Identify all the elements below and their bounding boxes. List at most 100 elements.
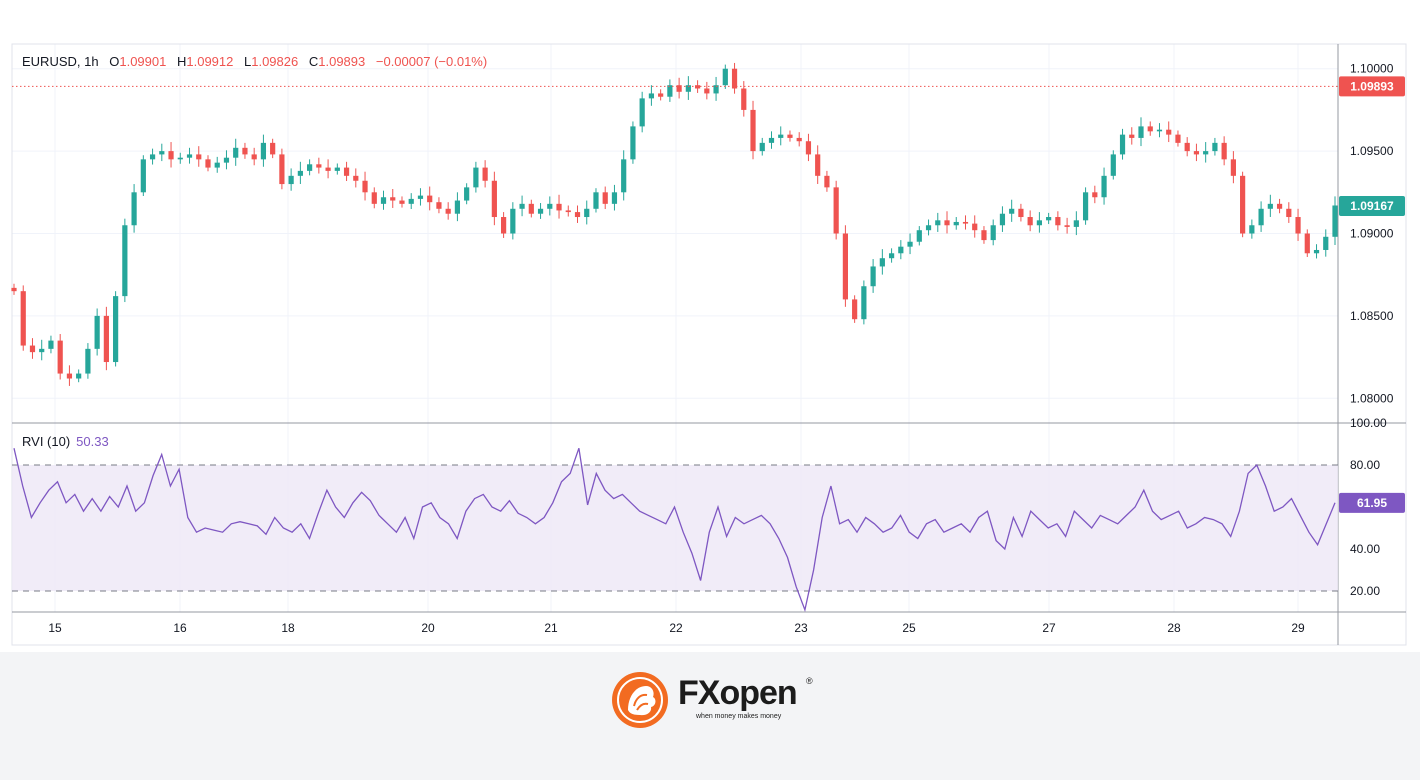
candle-body <box>270 142 276 155</box>
candle-body <box>1249 225 1255 234</box>
candle <box>103 306 109 371</box>
candle <box>713 76 719 101</box>
candle <box>113 291 119 367</box>
candle-body <box>196 154 202 160</box>
legend-high-label: H <box>176 54 187 69</box>
candle-body <box>1129 134 1135 138</box>
price-tick-label: 1.08000 <box>1350 391 1394 405</box>
candle <box>353 168 359 188</box>
legend-change: −0.00007 (−0.01%) <box>375 54 488 69</box>
candle-body <box>168 151 174 160</box>
candle-body <box>279 154 285 185</box>
candle-body <box>1138 126 1144 138</box>
candle-body <box>537 208 544 214</box>
candle-body <box>907 241 913 247</box>
candle <box>898 240 904 260</box>
candle <box>1036 212 1042 233</box>
candle-body <box>1073 220 1079 227</box>
candle-body <box>307 164 313 171</box>
candle <box>944 211 950 234</box>
candle <box>57 334 63 380</box>
candle-body <box>371 192 377 204</box>
candle-body <box>1055 217 1061 226</box>
candle-body <box>676 85 682 92</box>
candle-body <box>233 147 239 158</box>
price-tick-label: 1.09500 <box>1350 144 1394 158</box>
candle <box>205 155 211 172</box>
candle-body <box>621 159 627 193</box>
close-price-badge: 1.09893 <box>1339 76 1405 97</box>
candle-body <box>454 200 461 214</box>
candle-body <box>925 225 932 231</box>
candle-body <box>528 203 534 214</box>
candle-body <box>1304 233 1310 254</box>
legend-open-label: O <box>109 54 120 69</box>
candle <box>464 183 470 205</box>
candle-body <box>1147 126 1153 132</box>
candle <box>685 76 691 100</box>
close-price-badge-bg <box>1339 76 1405 97</box>
candle-body <box>343 167 350 176</box>
candle <box>1156 123 1163 138</box>
candle <box>658 89 664 101</box>
candle-body <box>177 157 183 160</box>
candle <box>815 145 821 184</box>
candle <box>417 188 424 206</box>
candle-body <box>565 210 571 213</box>
candle-body <box>944 220 950 226</box>
candle <box>981 226 987 244</box>
candle <box>1027 210 1033 232</box>
candle <box>1046 212 1052 225</box>
time-tick-label: 16 <box>173 621 187 635</box>
candle-body <box>1101 175 1107 198</box>
candle-body <box>953 221 959 226</box>
candle-body <box>436 202 442 209</box>
candle <box>1240 171 1246 238</box>
candle-body <box>1027 217 1033 226</box>
candle-body <box>630 126 636 160</box>
candle <box>491 171 497 226</box>
candle <box>371 187 377 209</box>
candle <box>1073 211 1079 236</box>
time-tick-label: 21 <box>544 621 558 635</box>
candle <box>759 137 765 156</box>
rvi-band-fill <box>12 465 1338 591</box>
candle-body <box>888 253 895 259</box>
candle <box>556 194 562 219</box>
chart-canvas[interactable]: 15 16 18 20 21 22 23 25 27 28 29 1.10000 1.09500 1.09… <box>0 0 1420 652</box>
candle-body <box>1323 236 1329 250</box>
time-tick-label: 15 <box>48 621 62 635</box>
candle-body <box>519 203 525 209</box>
candle <box>260 134 267 167</box>
candle <box>842 225 848 307</box>
rvi-value-badge: 61.95 <box>1339 492 1405 513</box>
legend-interval: 1h <box>84 54 99 69</box>
candle-body <box>29 345 36 353</box>
candle-body <box>547 203 553 209</box>
candle <box>48 335 54 354</box>
candle <box>750 100 756 160</box>
candle-body <box>103 315 109 363</box>
candle-body <box>445 208 451 214</box>
candle-body <box>297 170 303 176</box>
candle-body <box>694 85 701 89</box>
candle-body <box>648 93 655 99</box>
candle <box>1138 117 1144 147</box>
candle <box>1092 185 1098 204</box>
candle <box>1286 202 1292 223</box>
time-tick-label: 18 <box>281 621 295 635</box>
candle-body <box>870 266 876 287</box>
candle <box>297 161 303 184</box>
rvi-legend-value: 50.33 <box>76 434 109 449</box>
candle-body <box>1156 129 1163 132</box>
candle <box>1203 142 1209 163</box>
time-tick-label: 23 <box>794 621 808 635</box>
candle-body <box>464 187 470 201</box>
candle <box>741 81 747 117</box>
candle-body <box>852 299 858 320</box>
candle <box>778 126 784 146</box>
time-tick-label: 22 <box>669 621 683 635</box>
candle <box>972 215 978 238</box>
candle <box>316 157 322 174</box>
candle-body <box>325 167 331 171</box>
